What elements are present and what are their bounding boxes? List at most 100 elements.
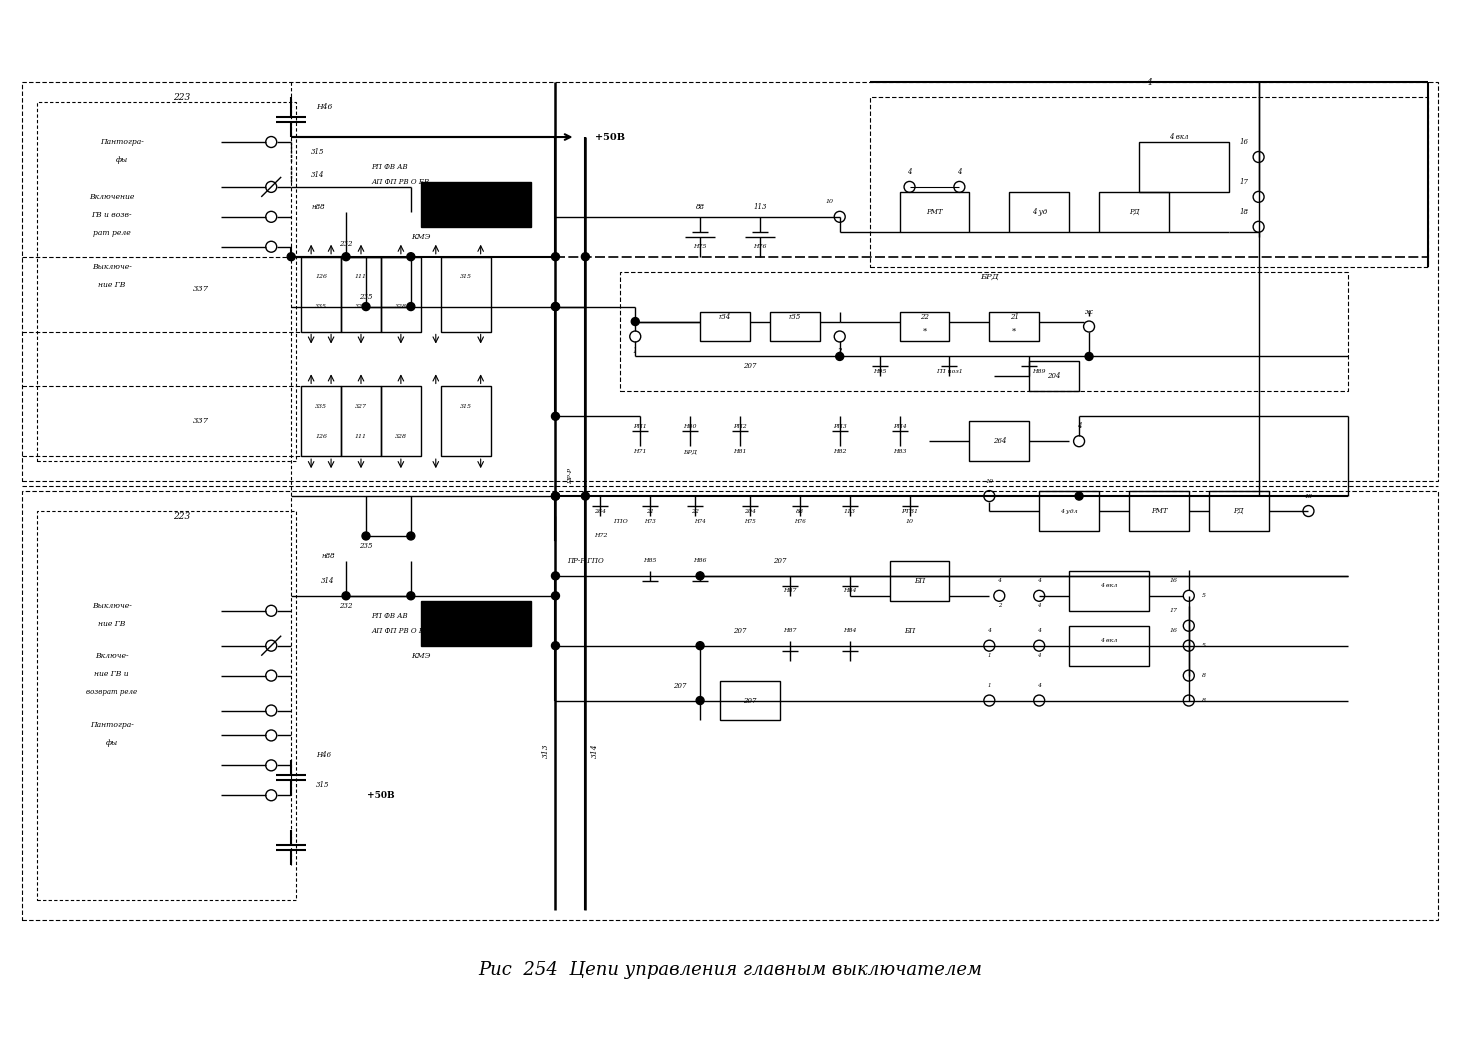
- Text: 8: 8: [1202, 673, 1205, 678]
- Text: 4 вкл: 4 вкл: [1101, 583, 1117, 589]
- Text: 207: 207: [733, 626, 747, 635]
- Text: 4: 4: [1038, 628, 1041, 633]
- Circle shape: [552, 303, 559, 310]
- Text: БРД: БРД: [683, 449, 697, 454]
- Text: РМТ: РМТ: [926, 208, 942, 215]
- Circle shape: [552, 642, 559, 650]
- Text: Выключе-: Выключе-: [91, 602, 132, 610]
- Bar: [421, 182, 530, 227]
- Text: Н72: Н72: [593, 534, 608, 538]
- Circle shape: [552, 412, 559, 420]
- Text: 88: 88: [796, 509, 804, 514]
- Circle shape: [407, 592, 415, 600]
- Bar: [1139, 142, 1229, 192]
- Text: Н46: Н46: [316, 103, 332, 111]
- Text: возврат реле: возврат реле: [87, 687, 137, 696]
- Circle shape: [342, 592, 349, 600]
- Text: 10: 10: [906, 518, 913, 523]
- Text: 335: 335: [316, 304, 327, 309]
- Text: РП ФВ АВ: РП ФВ АВ: [371, 612, 408, 620]
- Text: Н73: Н73: [644, 518, 656, 523]
- Text: БП: БП: [904, 626, 915, 635]
- Circle shape: [342, 252, 349, 261]
- Bar: [421, 601, 530, 645]
- Bar: [37, 511, 297, 900]
- Text: 8: 8: [1202, 698, 1205, 703]
- Text: Н84: Н84: [843, 628, 856, 633]
- Bar: [869, 97, 1428, 267]
- Text: 207: 207: [674, 682, 687, 689]
- Text: Н74: Н74: [694, 518, 706, 523]
- Text: 22: 22: [920, 312, 929, 321]
- Text: 328: 328: [395, 434, 407, 438]
- Bar: [621, 271, 1349, 391]
- Circle shape: [288, 252, 295, 261]
- Text: Н87: Н87: [782, 628, 797, 633]
- Bar: [1069, 625, 1149, 665]
- Bar: [769, 311, 819, 342]
- Circle shape: [407, 303, 415, 310]
- Text: 18: 18: [1239, 208, 1248, 215]
- Text: Н82: Н82: [832, 449, 847, 454]
- Text: Н81: Н81: [733, 449, 747, 454]
- Text: 232: 232: [339, 240, 352, 248]
- Text: Пантогра-: Пантогра-: [90, 721, 134, 729]
- Text: 4 уд: 4 уд: [1032, 208, 1047, 215]
- Circle shape: [1085, 352, 1094, 360]
- Bar: [700, 311, 750, 342]
- Text: Включе-: Включе-: [95, 652, 129, 660]
- Circle shape: [363, 303, 370, 310]
- Circle shape: [581, 252, 589, 261]
- Circle shape: [581, 492, 589, 500]
- Text: РП1: РП1: [633, 424, 647, 429]
- Text: 1: 1: [633, 348, 637, 355]
- Text: 17: 17: [1239, 178, 1248, 186]
- Text: рат реле: рат реле: [92, 229, 131, 236]
- Text: Н71: Н71: [634, 449, 647, 454]
- Text: Н75: Н75: [744, 518, 756, 523]
- Text: ние ГВ и: ние ГВ и: [94, 669, 129, 678]
- Text: +50В: +50В: [367, 790, 395, 800]
- Text: 4: 4: [907, 168, 912, 176]
- Text: 4: 4: [1038, 653, 1041, 658]
- Circle shape: [407, 532, 415, 540]
- Bar: [37, 102, 297, 461]
- Text: н88: н88: [311, 203, 324, 211]
- Text: АП ФП РВ О БВ: АП ФП РВ О БВ: [371, 178, 429, 186]
- Bar: [301, 256, 341, 331]
- Text: 17: 17: [1170, 609, 1177, 614]
- Text: 223: 223: [173, 92, 189, 102]
- Bar: [1010, 192, 1069, 232]
- Bar: [969, 421, 1029, 461]
- Text: 126: 126: [316, 274, 327, 280]
- Text: Н85: Н85: [643, 558, 658, 563]
- Text: 4: 4: [1147, 78, 1152, 86]
- Text: 88: 88: [696, 203, 705, 211]
- Text: фы: фы: [116, 156, 128, 164]
- Text: Н84: Н84: [843, 589, 856, 594]
- Bar: [1129, 491, 1189, 531]
- Text: 204: 204: [744, 509, 756, 514]
- Bar: [22, 82, 1439, 481]
- Text: 4: 4: [1078, 423, 1082, 430]
- Bar: [900, 192, 969, 232]
- Text: Н76: Н76: [794, 518, 806, 523]
- Text: 235: 235: [360, 542, 373, 550]
- Circle shape: [552, 572, 559, 580]
- Text: 18: 18: [1305, 494, 1312, 498]
- Text: +50В: +50В: [596, 132, 625, 142]
- Bar: [989, 311, 1039, 342]
- Bar: [900, 311, 950, 342]
- Text: РТВ1: РТВ1: [901, 509, 918, 514]
- Text: Н46: Н46: [316, 751, 332, 760]
- Text: 264: 264: [595, 509, 606, 514]
- Circle shape: [696, 697, 705, 704]
- Text: 235: 235: [360, 292, 373, 301]
- Circle shape: [552, 492, 559, 500]
- Bar: [1100, 192, 1169, 232]
- Text: r35: r35: [788, 312, 802, 321]
- Text: н88: н88: [321, 552, 335, 560]
- Circle shape: [1075, 492, 1083, 500]
- Text: 313: 313: [542, 743, 549, 758]
- Text: 337: 337: [194, 285, 210, 293]
